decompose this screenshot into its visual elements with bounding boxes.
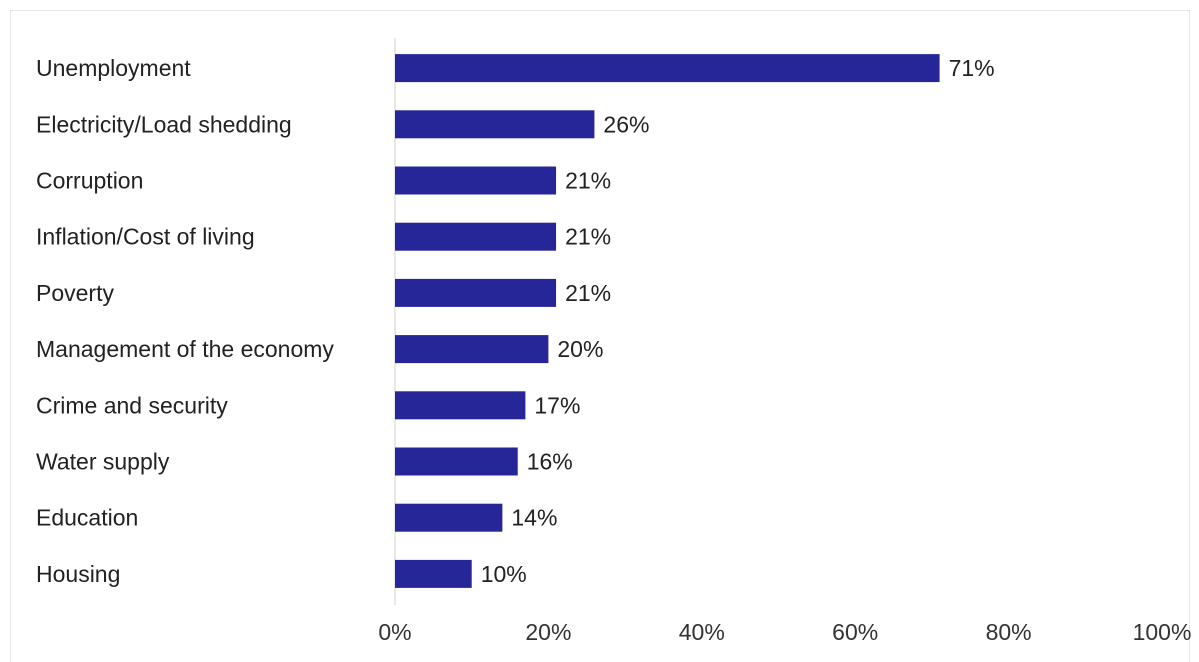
- x-tick-label: 60%: [832, 619, 878, 645]
- x-tick-label: 20%: [525, 619, 571, 645]
- value-label: 17%: [534, 392, 580, 418]
- bar: [395, 559, 472, 588]
- x-tick-label: 100%: [1133, 619, 1192, 645]
- bar: [395, 335, 549, 364]
- bar: [395, 447, 518, 476]
- x-axis-ticks: 0% 20% 40% 60% 80% 100%: [378, 619, 1191, 645]
- value-label: 26%: [603, 111, 649, 137]
- bar: [395, 110, 595, 139]
- category-label: Education: [36, 505, 138, 531]
- category-label: Poverty: [36, 280, 114, 306]
- bar: [395, 503, 503, 532]
- chart-frame: [10, 10, 1190, 662]
- bar: [395, 166, 557, 195]
- value-label: 21%: [565, 280, 611, 306]
- x-tick-label: 0%: [378, 619, 411, 645]
- category-label: Housing: [36, 561, 120, 587]
- category-label: Inflation/Cost of living: [36, 224, 255, 250]
- bar: [395, 222, 557, 251]
- x-tick-label: 40%: [679, 619, 725, 645]
- bar: [395, 391, 526, 420]
- category-label: Management of the economy: [36, 336, 334, 362]
- value-label: 21%: [565, 168, 611, 194]
- value-label: 14%: [511, 505, 557, 531]
- category-label: Electricity/Load shedding: [36, 111, 292, 137]
- category-label: Unemployment: [36, 55, 191, 81]
- value-label: 20%: [557, 336, 603, 362]
- category-label: Water supply: [36, 449, 170, 475]
- value-label: 10%: [481, 561, 527, 587]
- category-label: Crime and security: [36, 392, 228, 418]
- value-label: 21%: [565, 224, 611, 250]
- x-tick-label: 80%: [986, 619, 1032, 645]
- bar: [395, 278, 557, 307]
- value-label: 16%: [527, 449, 573, 475]
- bars-layer: Unemployment 71% Electricity/Load shedding…: [36, 54, 995, 588]
- category-label: Corruption: [36, 168, 143, 194]
- bar: [395, 54, 940, 83]
- value-label: 71%: [949, 55, 995, 81]
